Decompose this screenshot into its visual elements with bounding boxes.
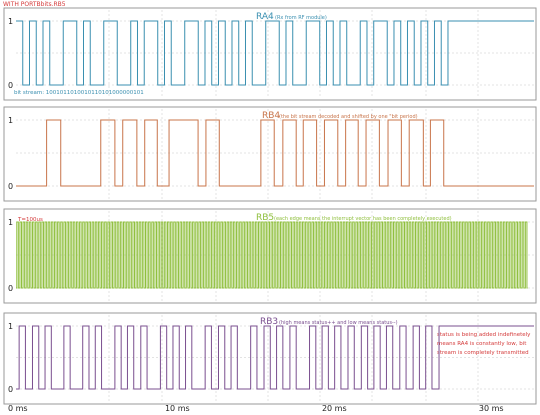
panel-annotation: means RA4 is constantly low, bit — [437, 341, 527, 347]
header-label: WITH PORTBbits.RB5 — [3, 1, 66, 8]
panel-title-note: (high means status++ and low means statu… — [279, 320, 398, 326]
signal-trace-rb5 — [16, 221, 528, 289]
panel-title: RB3 — [260, 317, 278, 327]
ytick-label: 0 — [8, 81, 13, 90]
xtick-label: 10 ms — [165, 404, 190, 413]
ytick-label: 1 — [8, 322, 13, 331]
ytick-label: 0 — [8, 182, 13, 191]
panel-annotation: bit stream: 1001011010010110101000000101 — [14, 90, 144, 96]
ytick-label: 1 — [8, 218, 13, 227]
xtick-label: 20 ms — [322, 404, 347, 413]
panel-annotation: stream is completely transmitted — [437, 350, 529, 356]
signal-trace-rb3 — [16, 325, 534, 390]
panel-title: RA4 — [256, 12, 274, 22]
panel-title-note: (each edge means the interrupt vector ha… — [274, 216, 452, 222]
panel-rb4: 1 0 RB4(the bit stream decoded and shifted… — [3, 106, 537, 202]
panel-frame — [3, 106, 537, 202]
ytick-label: 0 — [8, 284, 13, 293]
xtick-label: 30 ms — [479, 404, 504, 413]
panel-title-note: (Rx from RF module) — [275, 15, 327, 21]
panel-title: RB4 — [262, 111, 280, 121]
panel-title-note: (the bit stream decoded and shifted by o… — [279, 114, 418, 120]
panel-annotation: status is being added indefinetely — [437, 332, 531, 338]
signal-trace-rb4 — [16, 119, 534, 187]
xtick-label: 0 ms — [8, 404, 28, 413]
panel-ra4: 1 0 RA4 (Rx from RF module) bit stream: 1001… — [3, 7, 537, 101]
panel-rb5: 1 0 RB5 (each edge means the interrupt vect… — [3, 208, 537, 304]
panel-annotation: T=100us — [17, 217, 43, 223]
panel-rb3: 1 0 RB3 (high means status++ and low means … — [3, 312, 537, 405]
ytick-label: 1 — [8, 17, 13, 26]
ytick-label: 0 — [8, 385, 13, 394]
panel-title: RB5 — [256, 213, 274, 223]
signal-trace-ra4 — [16, 20, 534, 86]
ytick-label: 1 — [8, 116, 13, 125]
